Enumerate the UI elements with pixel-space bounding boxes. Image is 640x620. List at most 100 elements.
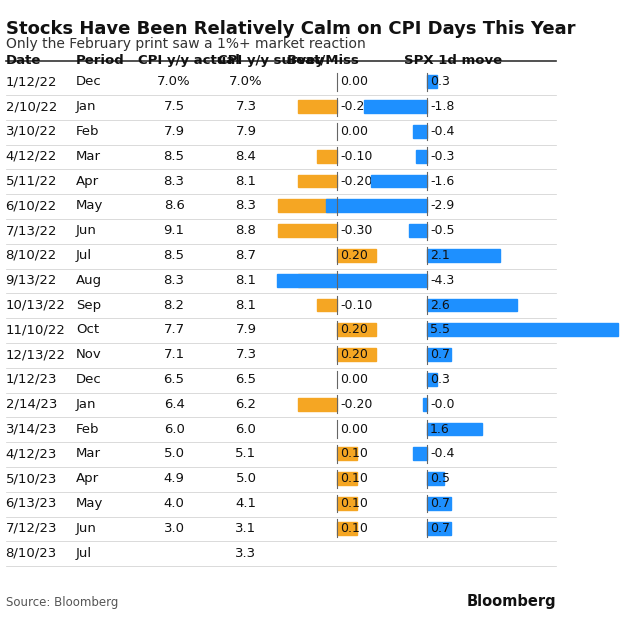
Text: -0.0: -0.0 [430,398,454,410]
Text: 7.0%: 7.0% [157,76,191,88]
Text: 8.5: 8.5 [164,249,184,262]
Text: 6/13/23: 6/13/23 [6,497,57,510]
Text: 6.2: 6.2 [236,398,257,410]
Text: 2/10/22: 2/10/22 [6,100,57,113]
Text: 0.7: 0.7 [430,522,450,534]
Bar [427,522,451,534]
Text: -0.4: -0.4 [430,125,454,138]
Text: 6.0: 6.0 [236,423,257,435]
Text: Jan: Jan [76,100,96,113]
Text: 5/11/22: 5/11/22 [6,175,57,187]
Text: 9/13/22: 9/13/22 [6,274,57,286]
Text: -0.5: -0.5 [430,224,454,237]
Bar [413,125,427,138]
Bar [371,175,427,187]
Bar [326,200,427,212]
Bar [298,274,337,286]
Text: 3/10/22: 3/10/22 [6,125,57,138]
Text: -1.6: -1.6 [430,175,454,187]
Text: 8.7: 8.7 [236,249,257,262]
Text: 4/12/22: 4/12/22 [6,150,57,162]
Bar [337,324,376,336]
Text: Feb: Feb [76,423,99,435]
Bar [427,472,444,485]
Text: 8.1: 8.1 [236,274,257,286]
Text: 7/12/23: 7/12/23 [6,522,57,534]
Text: 3.1: 3.1 [236,522,257,534]
Text: 2.6: 2.6 [430,299,450,311]
Text: SPX 1d move: SPX 1d move [404,54,502,67]
Text: 8.8: 8.8 [236,224,257,237]
Text: 8.2: 8.2 [164,299,184,311]
Text: 1/12/23: 1/12/23 [6,373,57,386]
Text: 4.1: 4.1 [236,497,257,510]
Bar [337,448,356,460]
Text: 12/13/22: 12/13/22 [6,348,66,361]
Text: -0.10: -0.10 [340,150,372,162]
Text: 0.10: 0.10 [340,472,368,485]
Text: Oct: Oct [76,324,99,336]
Text: -0.20: -0.20 [340,398,372,410]
Text: 8/10/22: 8/10/22 [6,249,57,262]
Text: 7.9: 7.9 [236,125,257,138]
Text: 8.6: 8.6 [164,200,184,212]
Text: Jul: Jul [76,249,92,262]
Bar [427,76,437,88]
Text: 0.20: 0.20 [340,348,368,361]
Text: -0.10: -0.10 [340,299,372,311]
Text: -0.4: -0.4 [430,448,454,460]
Text: Period: Period [76,54,125,67]
Text: 0.3: 0.3 [430,76,450,88]
Text: 3/14/23: 3/14/23 [6,423,57,435]
Text: Date: Date [6,54,41,67]
Text: 2/14/23: 2/14/23 [6,398,57,410]
Text: 5/10/23: 5/10/23 [6,472,57,485]
Bar [278,224,337,237]
Bar [317,299,337,311]
Bar [410,224,427,237]
Text: -0.30: -0.30 [340,224,372,237]
Text: 5.0: 5.0 [236,472,257,485]
Bar [364,100,427,113]
Text: 3.3: 3.3 [236,547,257,559]
Bar [427,299,517,311]
Text: -0.20: -0.20 [340,274,372,286]
Text: 7.5: 7.5 [163,100,184,113]
Text: 8.1: 8.1 [236,299,257,311]
Bar [427,423,483,435]
Bar [298,398,337,410]
Text: Dec: Dec [76,76,102,88]
Text: 8.3: 8.3 [236,200,257,212]
Bar [317,150,337,162]
Text: Jun: Jun [76,522,97,534]
Text: 7.3: 7.3 [236,100,257,113]
Text: May: May [76,200,103,212]
Text: 7.7: 7.7 [163,324,184,336]
Text: -4.3: -4.3 [430,274,454,286]
Bar [337,472,356,485]
Text: 7/13/22: 7/13/22 [6,224,57,237]
Text: 3.0: 3.0 [164,522,184,534]
Text: 6/10/22: 6/10/22 [6,200,57,212]
Text: 0.10: 0.10 [340,497,368,510]
Bar [417,150,427,162]
Bar [427,497,451,510]
Text: 0.00: 0.00 [340,423,368,435]
Text: 0.00: 0.00 [340,373,368,386]
Text: 0.7: 0.7 [430,348,450,361]
Text: May: May [76,497,103,510]
Text: 6.5: 6.5 [236,373,257,386]
Text: 0.20: 0.20 [340,324,368,336]
Text: -2.9: -2.9 [430,200,454,212]
Text: Jul: Jul [76,547,92,559]
Text: Only the February print saw a 1%+ market reaction: Only the February print saw a 1%+ market… [6,37,365,51]
Text: 0.5: 0.5 [430,472,450,485]
Text: 0.3: 0.3 [430,373,450,386]
Bar [337,522,356,534]
Text: Source: Bloomberg: Source: Bloomberg [6,596,118,609]
Text: Mar: Mar [76,150,101,162]
Bar [278,200,337,212]
Text: 8/10/23: 8/10/23 [6,547,57,559]
Text: 8.5: 8.5 [164,150,184,162]
Text: 5.1: 5.1 [236,448,257,460]
